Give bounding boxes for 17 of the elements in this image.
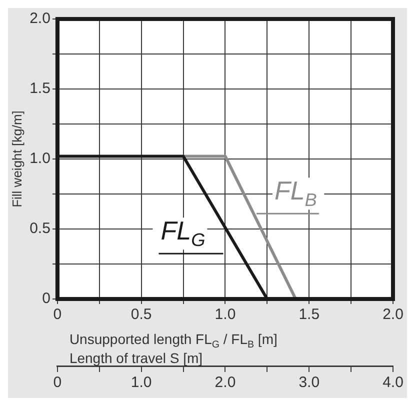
y-axis-title: Fill weight [kg/m]	[9, 110, 24, 208]
y-tick-label: 0.5	[30, 220, 50, 238]
x2-tick-label: 2.0	[214, 374, 236, 392]
y-tick-label: 1.5	[30, 80, 50, 98]
y-tick-label: 0	[42, 290, 50, 308]
x-tick-label: 0.5	[130, 306, 152, 324]
x2-tick-label: 4.0	[382, 374, 404, 392]
x-tick-label: 0	[53, 306, 62, 324]
x2-tick-label: 1.0	[130, 374, 152, 392]
x2-tick-label: 3.0	[298, 374, 320, 392]
y-tick-label: 2.0	[30, 10, 50, 28]
x-tick-label: 2.0	[382, 306, 404, 324]
x-tick-label: 1.5	[298, 306, 320, 324]
x2-axis-title: Length of travel S [m]	[69, 350, 203, 366]
x2-tick-label: 0	[53, 374, 62, 392]
y-tick-label: 1.0	[30, 150, 50, 168]
x-tick-label: 1.0	[214, 306, 236, 324]
